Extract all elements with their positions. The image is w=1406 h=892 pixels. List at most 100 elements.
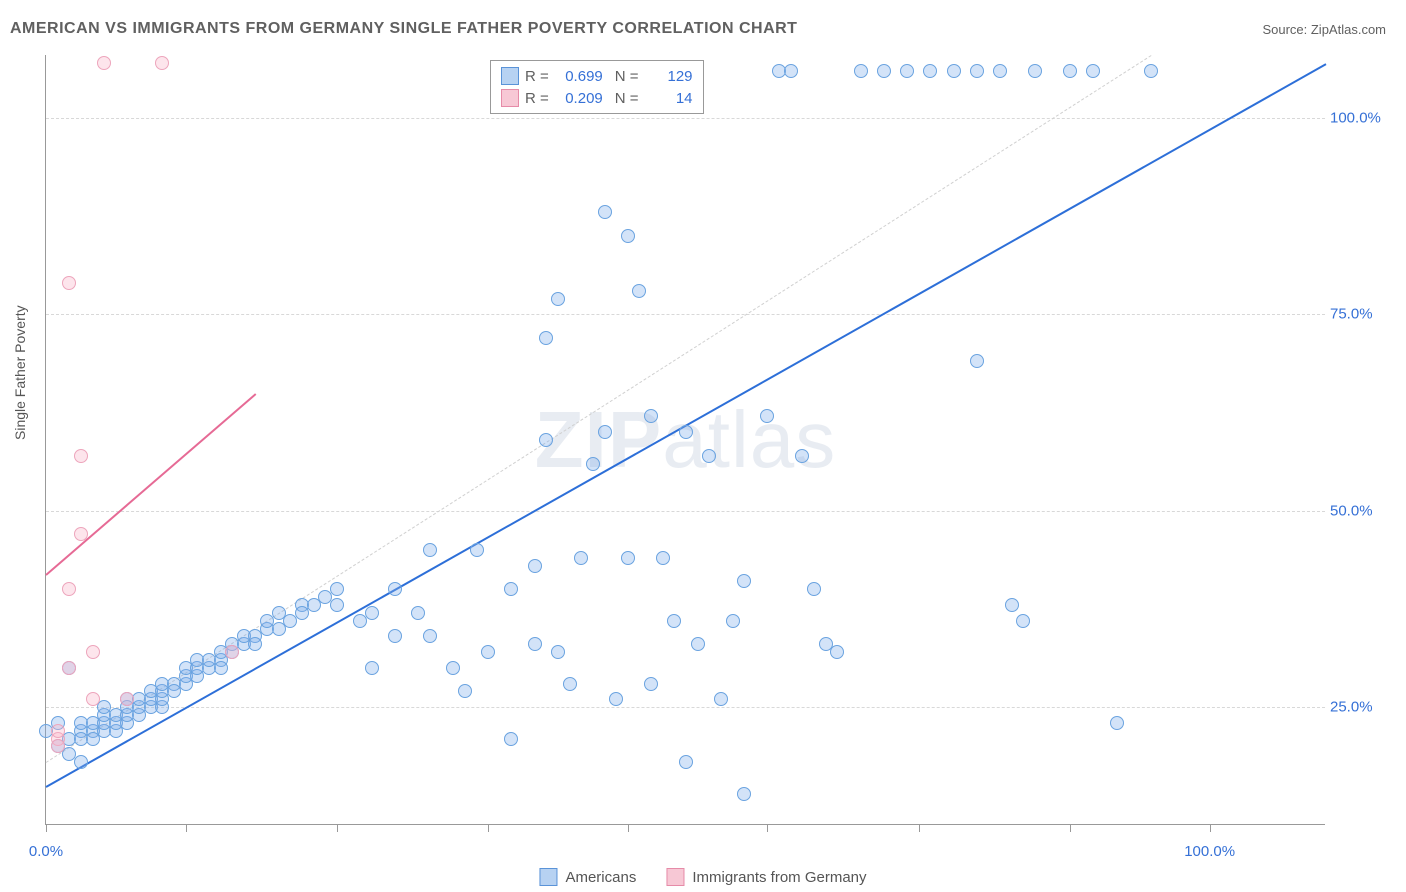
data-point	[551, 645, 565, 659]
data-point	[504, 732, 518, 746]
data-point	[691, 637, 705, 651]
data-point	[621, 229, 635, 243]
x-tick	[919, 824, 920, 832]
data-point	[1144, 64, 1158, 78]
watermark: ZIPatlas	[535, 394, 836, 486]
data-point	[877, 64, 891, 78]
legend-label-germany: Immigrants from Germany	[692, 869, 866, 886]
data-point	[923, 64, 937, 78]
x-tick	[628, 824, 629, 832]
y-tick-label: 50.0%	[1330, 502, 1400, 519]
data-point	[667, 614, 681, 628]
data-point	[737, 574, 751, 588]
data-point	[644, 677, 658, 691]
data-point	[388, 582, 402, 596]
swatch-germany	[501, 89, 519, 107]
x-tick	[767, 824, 768, 832]
data-point	[586, 457, 600, 471]
data-point	[423, 543, 437, 557]
legend-swatch-germany	[666, 868, 684, 886]
data-point	[679, 425, 693, 439]
data-point	[1005, 598, 1019, 612]
data-point	[330, 582, 344, 596]
r-value-germany: 0.209	[555, 90, 603, 107]
data-point	[481, 645, 495, 659]
x-tick	[186, 824, 187, 832]
data-point	[86, 692, 100, 706]
data-point	[74, 449, 88, 463]
data-point	[656, 551, 670, 565]
data-point	[225, 645, 239, 659]
data-point	[423, 629, 437, 643]
y-tick-label: 100.0%	[1330, 109, 1400, 126]
source-label: Source: ZipAtlas.com	[1262, 22, 1386, 37]
data-point	[388, 629, 402, 643]
n-label: N =	[615, 90, 639, 107]
scatter-chart: ZIPatlas 25.0%50.0%75.0%100.0%0.0%100.0%	[45, 55, 1325, 825]
y-tick-label: 75.0%	[1330, 306, 1400, 323]
x-tick-label: 0.0%	[29, 843, 63, 860]
x-tick	[46, 824, 47, 832]
data-point	[784, 64, 798, 78]
data-point	[248, 637, 262, 651]
data-point	[1016, 614, 1030, 628]
data-point	[365, 606, 379, 620]
legend-bottom: Americans Immigrants from Germany	[539, 868, 866, 886]
data-point	[970, 354, 984, 368]
data-point	[807, 582, 821, 596]
data-point	[644, 409, 658, 423]
stats-row-americans: R = 0.699 N = 129	[501, 65, 693, 87]
r-label: R =	[525, 90, 549, 107]
data-point	[539, 331, 553, 345]
swatch-americans	[501, 67, 519, 85]
data-point	[528, 559, 542, 573]
data-point	[795, 449, 809, 463]
legend-item-germany: Immigrants from Germany	[666, 868, 866, 886]
legend-item-americans: Americans	[539, 868, 636, 886]
n-label: N =	[615, 68, 639, 85]
data-point	[51, 724, 65, 738]
data-point	[155, 56, 169, 70]
data-point	[365, 661, 379, 675]
data-point	[97, 56, 111, 70]
data-point	[504, 582, 518, 596]
data-point	[446, 661, 460, 675]
data-point	[563, 677, 577, 691]
watermark-light: atlas	[662, 395, 836, 484]
data-point	[62, 276, 76, 290]
data-point	[947, 64, 961, 78]
legend-swatch-americans	[539, 868, 557, 886]
data-point	[679, 755, 693, 769]
n-value-americans: 129	[645, 68, 693, 85]
x-tick	[1210, 824, 1211, 832]
gridline	[46, 118, 1325, 119]
data-point	[970, 64, 984, 78]
data-point	[1063, 64, 1077, 78]
x-tick	[337, 824, 338, 832]
data-point	[62, 661, 76, 675]
data-point	[632, 284, 646, 298]
data-point	[621, 551, 635, 565]
stats-legend: R = 0.699 N = 129 R = 0.209 N = 14	[490, 60, 704, 114]
stats-row-germany: R = 0.209 N = 14	[501, 87, 693, 109]
data-point	[609, 692, 623, 706]
r-label: R =	[525, 68, 549, 85]
data-point	[900, 64, 914, 78]
data-point	[74, 755, 88, 769]
data-point	[62, 582, 76, 596]
data-point	[551, 292, 565, 306]
data-point	[854, 64, 868, 78]
data-point	[1028, 64, 1042, 78]
data-point	[714, 692, 728, 706]
data-point	[760, 409, 774, 423]
data-point	[411, 606, 425, 620]
data-point	[830, 645, 844, 659]
n-value-germany: 14	[645, 90, 693, 107]
x-tick-label: 100.0%	[1184, 843, 1235, 860]
chart-title: AMERICAN VS IMMIGRANTS FROM GERMANY SING…	[10, 20, 797, 38]
data-point	[528, 637, 542, 651]
x-tick	[1070, 824, 1071, 832]
trend-line	[45, 393, 256, 575]
gridline	[46, 707, 1325, 708]
data-point	[120, 692, 134, 706]
